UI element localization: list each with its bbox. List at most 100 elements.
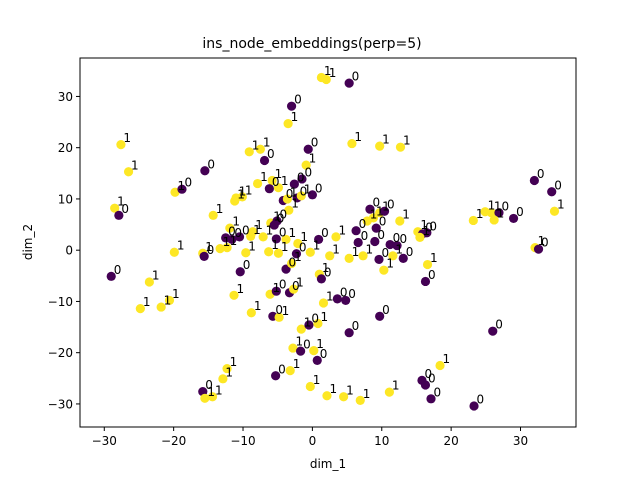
point-label: 0 [554, 178, 562, 192]
y-tick-label: −10 [48, 295, 73, 309]
scatter-point [255, 144, 265, 154]
point-label: 1 [538, 234, 546, 248]
scatter-point [547, 187, 557, 197]
points-layer [106, 72, 560, 411]
point-label: 0 [381, 246, 389, 260]
point-label: 1 [300, 230, 308, 244]
point-label: 1 [402, 207, 410, 221]
point-label: 1 [172, 287, 180, 301]
scatter-point [207, 392, 218, 402]
point-label: 1 [275, 167, 283, 181]
point-label: 0 [424, 367, 432, 381]
point-label: 1 [309, 152, 317, 166]
point-label: 1 [395, 242, 403, 256]
scatter-point [289, 284, 299, 294]
scatter-point [303, 144, 313, 154]
point-label: 1 [293, 357, 301, 371]
scatter-point [379, 206, 390, 216]
scatter-point [533, 244, 544, 254]
scatter-point [374, 254, 384, 265]
point-label: 0 [352, 70, 360, 84]
scatter-point [301, 160, 311, 170]
scatter-point [156, 302, 166, 312]
point-label: 1 [352, 245, 360, 259]
point-label: 1 [382, 199, 390, 213]
point-label: 1 [354, 130, 362, 144]
x-tick-label: −20 [161, 434, 186, 448]
point-label: 1 [488, 198, 496, 212]
point-label: 0 [297, 171, 305, 185]
point-label: 1 [443, 352, 451, 366]
scatter-point [116, 140, 126, 150]
point-label: 0 [121, 202, 129, 216]
scatter-point [227, 234, 237, 245]
point-label: 0 [428, 268, 436, 282]
point-label: 0 [242, 223, 250, 237]
point-label: 1 [205, 240, 213, 254]
point-label: 1 [291, 197, 299, 211]
scatter-point [420, 380, 431, 390]
scatter-point [114, 210, 124, 220]
point-label: 0 [277, 212, 285, 226]
scatter-point [177, 184, 187, 194]
point-label: 1 [296, 276, 304, 290]
scatter-point [370, 236, 380, 247]
point-label: 1 [326, 289, 334, 303]
scatter-point [208, 210, 218, 220]
scatter-point [281, 264, 291, 274]
point-label: 1 [273, 281, 281, 295]
scatter-point [313, 318, 323, 329]
point-label: 1 [255, 218, 263, 232]
point-label: 1 [117, 195, 125, 209]
scatter-point [358, 251, 368, 261]
point-label: 0 [292, 279, 300, 293]
point-label: 1 [497, 206, 505, 220]
point-label: 1 [346, 383, 354, 397]
point-label: 0 [205, 378, 213, 392]
point-label: 1 [289, 226, 297, 240]
point-label: 1 [216, 202, 224, 216]
point-label: 0 [228, 224, 236, 238]
x-tick-label: −30 [92, 434, 117, 448]
point-label: 1 [366, 242, 374, 256]
point-label: 0 [304, 165, 312, 179]
scatter-point [264, 247, 274, 257]
scatter-point [420, 276, 431, 287]
scatter-point [237, 192, 247, 202]
point-label: 1 [143, 295, 151, 309]
scatter-point [288, 343, 298, 353]
point-label: 1 [332, 242, 340, 256]
x-tick-label: 30 [513, 434, 528, 448]
y-tick-label: 20 [58, 141, 73, 155]
scatter-point [307, 190, 317, 200]
point-label: 0 [372, 196, 380, 210]
scatter-point [339, 392, 349, 402]
scatter-point [135, 304, 145, 314]
point-label: 0 [207, 157, 215, 171]
point-label: 0 [324, 265, 332, 279]
scatter-point [230, 196, 240, 206]
point-label: 1 [232, 215, 240, 229]
scatter-point [273, 183, 283, 193]
point-label: 1 [304, 316, 312, 330]
scatter-point [344, 78, 354, 88]
scatter-point [225, 223, 235, 233]
scatter-point [316, 274, 327, 284]
point-label: 1 [131, 158, 139, 172]
point-label: 1 [338, 223, 346, 237]
point-label: 0 [311, 136, 319, 150]
point-label: 0 [361, 229, 369, 243]
scatter-point [273, 248, 283, 258]
x-tick-label: 0 [309, 434, 317, 448]
point-label: 1 [322, 261, 330, 275]
point-label: 0 [434, 385, 442, 399]
point-label: 1 [215, 383, 223, 397]
y-tick-label: 30 [58, 90, 73, 104]
point-label: 0 [279, 225, 287, 239]
scatter-point [395, 216, 405, 226]
chart-title: ins_node_embeddings(perp=5) [202, 36, 421, 52]
point-label: 0 [541, 236, 549, 250]
scatter-point [321, 74, 331, 85]
point-label: 1 [178, 179, 186, 193]
scatter-point [295, 346, 306, 356]
